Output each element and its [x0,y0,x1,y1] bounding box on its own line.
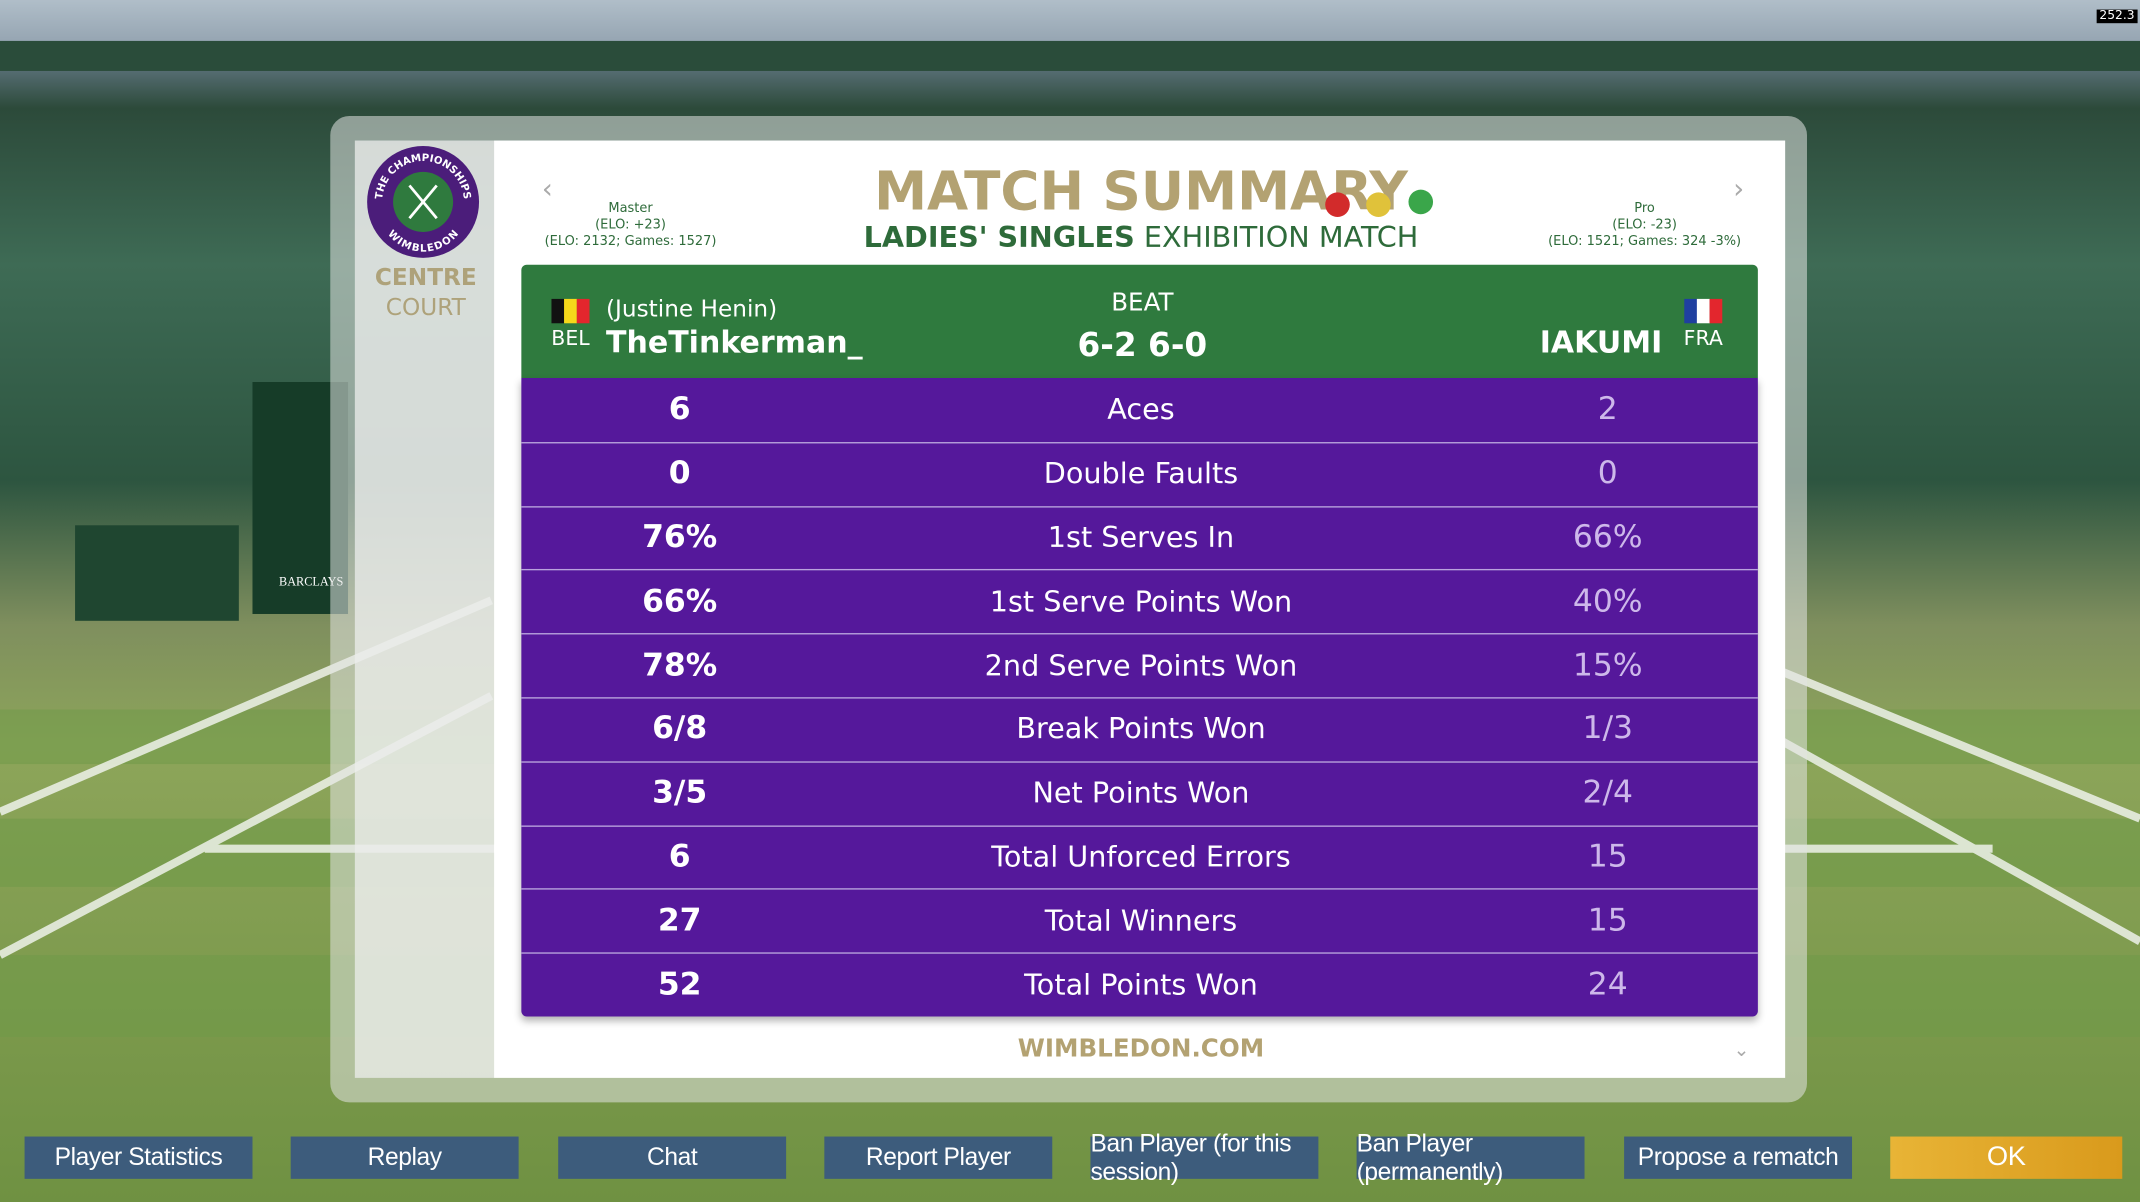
stat-label: Total Points Won [1024,968,1258,1001]
action-button[interactable]: Ban Player (for this session) [1090,1129,1319,1185]
player-info: Pro [1634,201,1655,217]
player-info: (ELO: 2132; Games: 1527) [544,233,717,250]
stat-right: 15 [1587,839,1628,875]
row-divider [521,633,1758,699]
stat-left: 6 [668,839,691,875]
stat-label: Aces [1107,393,1175,427]
stat-right: 24 [1587,966,1628,1003]
player-info: (ELO: -23) [1612,217,1677,233]
expand-chevron[interactable]: ⌄ [1733,1039,1750,1062]
stat-label: Net Points Won [1032,776,1250,810]
action-button[interactable]: Chat [558,1136,787,1179]
row-divider [521,506,1758,571]
character-name: (Justine Henin) [605,296,778,324]
stat-right: 0 [1597,455,1618,492]
verdict: BEAT [1111,288,1174,318]
action-button[interactable]: Propose a rematch [1624,1136,1853,1179]
wimbledon-logo: THE CHAMPIONSHIPS WIMBLEDON [367,145,480,258]
corner-label: 252.3 [2096,9,2138,24]
action-button[interactable]: Player Statistics [24,1136,253,1179]
player-info: Master [608,201,653,217]
row-divider [521,378,1758,444]
stat-right: 1/3 [1582,711,1633,747]
row-divider [521,569,1758,635]
stat-left: 6/8 [652,711,708,747]
stat-label: 2nd Serve Points Won [984,648,1298,682]
title: MATCH SUMMARY [874,161,1408,224]
loser-name: IAKUMI [1539,326,1663,361]
country-code: FRA [1683,326,1723,351]
winner-name: TheTinkerman_ [605,326,863,361]
stat-label: Break Points Won [1016,712,1266,746]
stat-left: 0 [668,455,691,492]
row-divider [521,442,1758,508]
prev-arrow[interactable]: ‹ [541,171,553,205]
stat-label: 1st Serves In [1047,521,1235,554]
footer-link[interactable]: WIMBLEDON.COM [1017,1034,1265,1064]
score: 6-2 6-0 [1077,326,1208,365]
row-divider [521,761,1758,827]
stat-left: 27 [657,902,702,939]
action-button[interactable]: Ban Player (permanently) [1356,1129,1585,1185]
flag-bel [551,298,590,324]
stat-label: Double Faults [1043,457,1239,491]
row-divider [521,889,1758,954]
stat-label: Total Unforced Errors [991,840,1291,874]
sidebar [354,140,495,1078]
court-name: CENTRE [374,264,477,292]
stat-right: 15 [1587,902,1628,939]
stat-left: 6 [668,392,691,428]
action-button[interactable]: OK [1890,1136,2123,1179]
subtitle-bold: LADIES' SINGLES [863,221,1135,254]
stat-right: 2 [1597,392,1618,428]
stat-left: 76% [642,519,718,556]
sponsor-text: BARCLAYS [279,574,343,588]
player-info: (ELO: +23) [595,217,666,233]
stat-left: 52 [657,966,702,1003]
stat-left: 78% [642,647,718,684]
flag-fra [1684,298,1723,324]
subtitle: LADIES' SINGLES EXHIBITION MATCH [864,221,1419,254]
player-info: (ELO: 1521; Games: 324 -3%) [1548,233,1742,250]
stat-label: 1st Serve Points Won [989,585,1293,618]
row-divider [521,697,1758,763]
subtitle-rest: EXHIBITION MATCH [1143,221,1419,254]
stat-left: 66% [642,583,718,620]
country-code: BEL [551,326,590,351]
court-name: COURT [385,294,466,322]
action-button[interactable]: Report Player [824,1136,1053,1179]
stat-left: 3/5 [652,775,708,811]
stat-right: 15% [1572,647,1643,684]
rating-icons [1325,189,1434,217]
stat-right: 66% [1572,519,1643,556]
stat-label: Total Winners [1044,904,1238,938]
action-button[interactable]: Replay [290,1136,519,1179]
stat-right: 2/4 [1582,775,1633,811]
result-banner [521,264,1758,378]
row-divider [521,825,1758,891]
next-arrow[interactable]: › [1733,171,1745,205]
stat-right: 40% [1572,583,1643,620]
